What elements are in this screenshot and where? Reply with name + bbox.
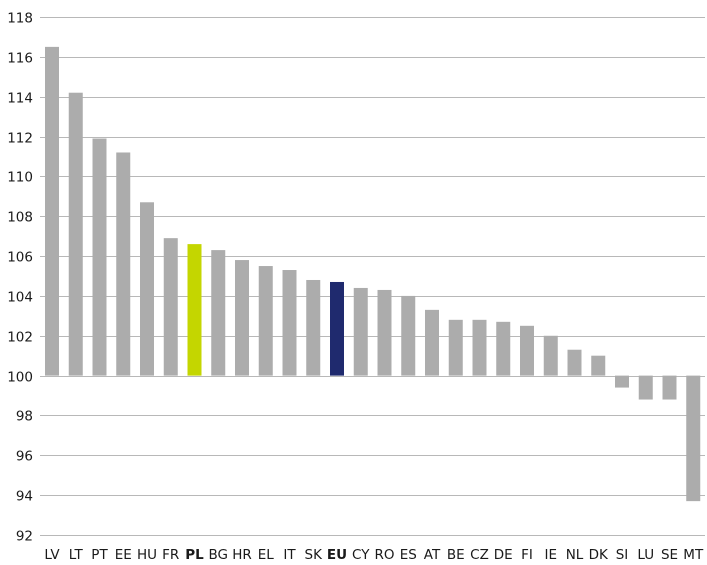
x-category-label-be: BE bbox=[447, 547, 465, 563]
x-category-label-mt: MT bbox=[683, 547, 704, 563]
y-tick-label-104: 104 bbox=[7, 290, 33, 306]
bar-lv bbox=[45, 46, 59, 376]
bar-cy bbox=[353, 287, 368, 376]
bar-ro bbox=[377, 289, 392, 376]
bar-lu bbox=[638, 375, 653, 400]
grid-lines bbox=[40, 17, 705, 536]
x-category-label-el: EL bbox=[258, 547, 275, 563]
x-category-label-si: SI bbox=[616, 547, 629, 563]
y-tick-label-92: 92 bbox=[16, 529, 33, 545]
y-tick-label-96: 96 bbox=[16, 449, 33, 465]
bar-bg bbox=[211, 250, 226, 376]
x-category-label-cz: CZ bbox=[470, 547, 489, 563]
x-category-label-hu: HU bbox=[137, 547, 157, 563]
x-category-label-cy: CY bbox=[352, 547, 370, 563]
x-category-label-dk: DK bbox=[589, 547, 609, 563]
y-tick-label-100: 100 bbox=[7, 370, 33, 386]
x-axis-category-labels: LV LT PT EE HU FR PL BG HR EL IT SK EU CY RO ES AT BE CZ DE… bbox=[44, 547, 704, 563]
bar-si bbox=[615, 375, 629, 388]
x-category-label-se: SE bbox=[661, 547, 678, 563]
y-tick-label-106: 106 bbox=[7, 250, 33, 266]
bar-es bbox=[401, 295, 416, 376]
x-category-label-pl: PL bbox=[185, 547, 204, 563]
x-category-label-at: AT bbox=[424, 547, 441, 563]
y-tick-label-108: 108 bbox=[7, 210, 33, 226]
bar-eu bbox=[330, 281, 344, 376]
bar-ee bbox=[116, 152, 131, 376]
bar-mt bbox=[686, 375, 701, 502]
x-category-label-ee: EE bbox=[115, 547, 132, 563]
x-category-label-es: ES bbox=[400, 547, 417, 563]
x-category-label-hr: HR bbox=[232, 547, 252, 563]
bar-be bbox=[448, 319, 463, 376]
bar-pl bbox=[187, 244, 202, 376]
bar-ie bbox=[543, 335, 558, 376]
y-tick-label-98: 98 bbox=[16, 409, 33, 425]
y-tick-label-94: 94 bbox=[16, 489, 33, 505]
y-tick-label-110: 110 bbox=[7, 170, 33, 186]
y-tick-label-112: 112 bbox=[7, 131, 33, 147]
bar-se bbox=[662, 375, 677, 400]
x-category-label-ro: RO bbox=[374, 547, 394, 563]
bar-fr bbox=[163, 238, 178, 376]
bar-sk bbox=[306, 279, 321, 376]
bar-nl bbox=[567, 349, 582, 376]
bars bbox=[45, 46, 701, 502]
y-tick-label-102: 102 bbox=[7, 330, 33, 346]
x-category-label-fi: FI bbox=[521, 547, 533, 563]
x-category-label-bg: BG bbox=[209, 547, 229, 563]
bar-dk bbox=[591, 355, 606, 376]
y-tick-label-114: 114 bbox=[7, 91, 33, 107]
x-category-label-lt: LT bbox=[69, 547, 84, 563]
x-category-label-sk: SK bbox=[305, 547, 324, 563]
bar-fi bbox=[520, 325, 534, 376]
x-category-label-de: DE bbox=[494, 547, 513, 563]
x-category-label-lv: LV bbox=[44, 547, 60, 563]
x-category-label-lu: LU bbox=[637, 547, 654, 563]
bar-at bbox=[425, 309, 439, 376]
x-category-label-it: IT bbox=[283, 547, 296, 563]
bar-hr bbox=[235, 260, 249, 376]
bar-pt bbox=[92, 138, 107, 376]
bar-lt bbox=[68, 92, 83, 376]
x-category-label-pt: PT bbox=[91, 547, 108, 563]
bar-hu bbox=[140, 202, 154, 376]
y-tick-label-118: 118 bbox=[7, 11, 33, 27]
y-axis-tick-labels: 92 94 96 98 100 102 104 106 108 110 112 114 116 118 bbox=[7, 11, 33, 545]
bar-el bbox=[258, 266, 273, 376]
x-category-label-fr: FR bbox=[162, 547, 179, 563]
x-category-label-nl: NL bbox=[566, 547, 584, 563]
x-category-label-eu: EU bbox=[327, 547, 347, 563]
bar-it bbox=[282, 270, 297, 376]
y-tick-label-116: 116 bbox=[7, 51, 33, 67]
bar-cz bbox=[472, 319, 487, 376]
bar-de bbox=[496, 321, 511, 376]
x-category-label-ie: IE bbox=[544, 547, 557, 563]
